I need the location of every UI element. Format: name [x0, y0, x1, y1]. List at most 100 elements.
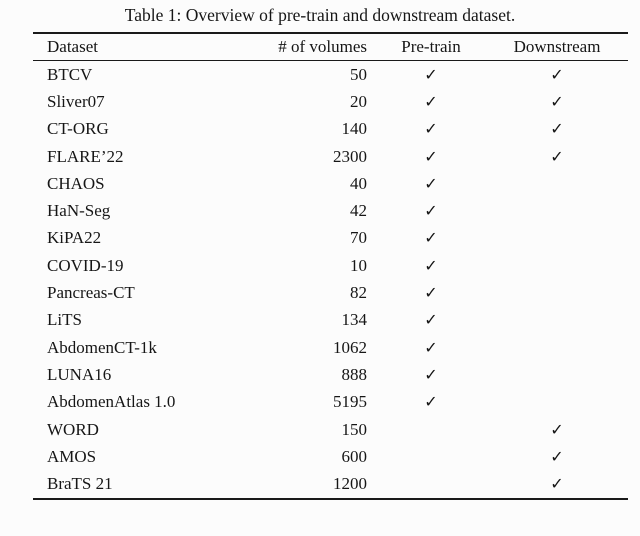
volumes-count-cell: 2300: [333, 146, 367, 166]
checkmark-icon: ✓: [550, 474, 564, 494]
table-row: Pancreas-CT 82 ✓: [33, 279, 628, 306]
dataset-name-cell: BraTS 21: [47, 474, 113, 494]
pretrain-check-cell: ✓: [367, 143, 495, 170]
volumes-count-cell: 1200: [333, 474, 367, 494]
checkmark-icon: ✓: [424, 364, 438, 384]
downstream-check-cell: ✓: [495, 88, 628, 115]
checkmark-icon: ✓: [424, 64, 438, 84]
downstream-check-cell: [495, 307, 628, 334]
volumes-count-cell: 40: [350, 173, 367, 193]
dataset-name-cell: AMOS: [47, 446, 97, 466]
table-row: LUNA16 888 ✓: [33, 361, 628, 388]
dataset-name-cell: BTCV: [47, 64, 93, 84]
column-header-downstream: Downstream: [495, 33, 628, 61]
table-header: Dataset # of volumes Pre-train Downstrea…: [33, 33, 628, 61]
table-row: KiPA22 70 ✓: [33, 225, 628, 252]
volumes-count-cell: 70: [350, 228, 367, 248]
volumes-count-cell: 82: [350, 283, 367, 303]
checkmark-icon: ✓: [424, 337, 438, 357]
checkmark-icon: ✓: [424, 91, 438, 111]
checkmark-icon: ✓: [550, 64, 564, 84]
pretrain-check-cell: ✓: [367, 197, 495, 224]
downstream-check-cell: ✓: [495, 143, 628, 170]
volumes-count-cell: 600: [341, 446, 368, 466]
downstream-check-cell: [495, 361, 628, 388]
dataset-name-cell: HaN-Seg: [47, 201, 111, 221]
checkmark-icon: ✓: [424, 201, 438, 221]
dataset-name-cell: COVID-19: [47, 255, 124, 275]
table-body: BTCV 50 ✓ ✓ Sliver07 20 ✓ ✓ CT-ORG 140 ✓…: [33, 61, 628, 499]
volumes-count-cell: 10: [350, 255, 367, 275]
pretrain-check-cell: ✓: [367, 252, 495, 279]
downstream-check-cell: [495, 197, 628, 224]
dataset-name-cell: LUNA16: [47, 364, 112, 384]
table-row: HaN-Seg 42 ✓: [33, 197, 628, 224]
table-row: CHAOS 40 ✓: [33, 170, 628, 197]
pretrain-check-cell: [367, 416, 495, 443]
dataset-name-cell: LiTS: [47, 310, 82, 330]
dataset-name-cell: FLARE’22: [47, 146, 124, 166]
table-row: Sliver07 20 ✓ ✓: [33, 88, 628, 115]
pretrain-check-cell: ✓: [367, 170, 495, 197]
pretrain-check-cell: ✓: [367, 279, 495, 306]
dataset-name-cell: AbdomenCT-1k: [47, 337, 157, 357]
downstream-check-cell: [495, 170, 628, 197]
dataset-name-cell: AbdomenAtlas 1.0: [47, 392, 176, 412]
downstream-check-cell: [495, 279, 628, 306]
downstream-check-cell: ✓: [495, 416, 628, 443]
table-row: LiTS 134 ✓: [33, 307, 628, 334]
downstream-check-cell: [495, 252, 628, 279]
volumes-count-cell: 5195: [333, 392, 367, 412]
pretrain-check-cell: [367, 470, 495, 498]
pretrain-check-cell: ✓: [367, 116, 495, 143]
checkmark-icon: ✓: [424, 392, 438, 412]
pretrain-check-cell: ✓: [367, 88, 495, 115]
checkmark-icon: ✓: [424, 310, 438, 330]
pretrain-check-cell: ✓: [367, 389, 495, 416]
downstream-check-cell: ✓: [495, 470, 628, 498]
dataset-name-cell: CT-ORG: [47, 119, 109, 139]
table-row: FLARE’22 2300 ✓ ✓: [33, 143, 628, 170]
table-row: BTCV 50 ✓ ✓: [33, 61, 628, 89]
downstream-check-cell: [495, 225, 628, 252]
dataset-name-cell: Sliver07: [47, 91, 105, 111]
downstream-check-cell: ✓: [495, 61, 628, 89]
volumes-count-cell: 888: [341, 364, 368, 384]
table-row: WORD 150 ✓: [33, 416, 628, 443]
downstream-check-cell: [495, 389, 628, 416]
table-row: CT-ORG 140 ✓ ✓: [33, 116, 628, 143]
checkmark-icon: ✓: [550, 419, 564, 439]
column-header-pretrain: Pre-train: [367, 33, 495, 61]
checkmark-icon: ✓: [550, 146, 564, 166]
volumes-count-cell: 1062: [333, 337, 367, 357]
volumes-count-cell: 140: [341, 119, 368, 139]
header-row: Dataset # of volumes Pre-train Downstrea…: [33, 33, 628, 61]
volumes-count-cell: 20: [350, 91, 367, 111]
pretrain-check-cell: ✓: [367, 334, 495, 361]
table-row: COVID-19 10 ✓: [33, 252, 628, 279]
pretrain-check-cell: ✓: [367, 225, 495, 252]
downstream-check-cell: [495, 334, 628, 361]
checkmark-icon: ✓: [424, 173, 438, 193]
pretrain-check-cell: ✓: [367, 361, 495, 388]
checkmark-icon: ✓: [550, 91, 564, 111]
dataset-name-cell: Pancreas-CT: [47, 283, 135, 303]
volumes-count-cell: 50: [350, 64, 367, 84]
volumes-count-cell: 150: [341, 419, 368, 439]
checkmark-icon: ✓: [424, 255, 438, 275]
downstream-check-cell: ✓: [495, 443, 628, 470]
table-row: AbdomenAtlas 1.0 5195 ✓: [33, 389, 628, 416]
dataset-name-cell: WORD: [47, 419, 99, 439]
checkmark-icon: ✓: [550, 119, 564, 139]
dataset-name-cell: CHAOS: [47, 173, 105, 193]
checkmark-icon: ✓: [424, 119, 438, 139]
pretrain-check-cell: ✓: [367, 307, 495, 334]
volumes-count-cell: 42: [350, 201, 367, 221]
table-row: BraTS 21 1200 ✓: [33, 470, 628, 498]
checkmark-icon: ✓: [424, 228, 438, 248]
table-caption: Table 1: Overview of pre-train and downs…: [124, 5, 516, 25]
checkmark-icon: ✓: [424, 146, 438, 166]
dataset-name-cell: KiPA22: [47, 228, 102, 248]
checkmark-icon: ✓: [424, 283, 438, 303]
column-header-dataset: Dataset: [33, 33, 233, 61]
